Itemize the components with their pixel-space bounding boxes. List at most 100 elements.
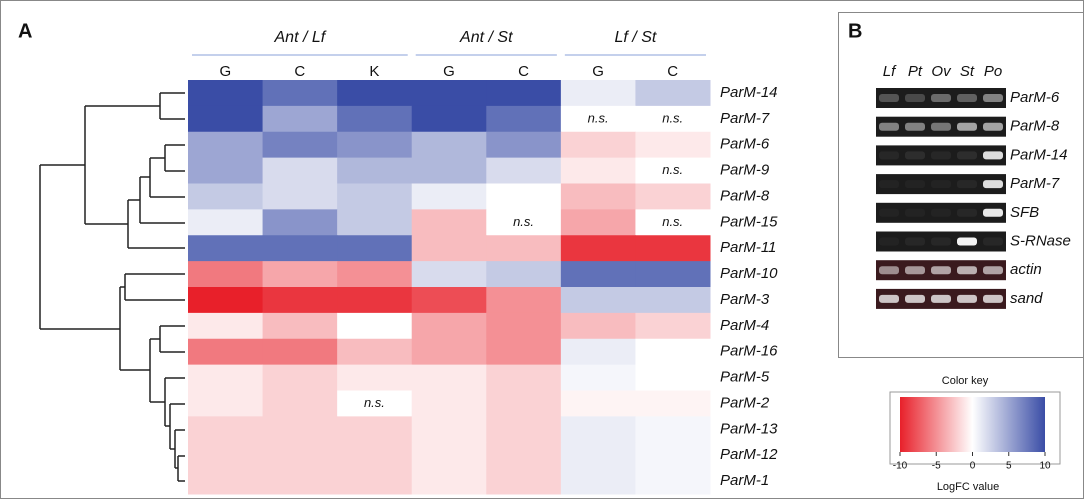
heatmap-cell [412, 184, 487, 210]
heatmap-cell [561, 442, 636, 468]
cell-label: n.s. [662, 162, 683, 177]
row-label: ParM-10 [720, 265, 778, 282]
gel-band [931, 151, 951, 159]
heatmap-cell [263, 132, 338, 158]
heatmap-cell [337, 416, 412, 442]
gel-band [879, 238, 899, 246]
row-label: ParM-4 [720, 317, 769, 334]
row-label: ParM-15 [720, 213, 778, 230]
heatmap-cell [486, 468, 561, 494]
gel-band [931, 180, 951, 188]
gel-band [931, 209, 951, 217]
heatmap-cell [561, 287, 636, 313]
heatmap-cell [486, 184, 561, 210]
gel-band [905, 94, 925, 102]
heatmap-cell [486, 442, 561, 468]
row-label: ParM-2 [720, 394, 770, 411]
gel-band [983, 295, 1003, 303]
heatmap-cell [412, 468, 487, 494]
heatmap-cell [486, 416, 561, 442]
lane-label: Lf [883, 63, 897, 80]
heatmap-cell [263, 80, 338, 106]
color-key-tick-label: -10 [893, 461, 908, 472]
dendrogram [40, 93, 185, 481]
heatmap-cell [412, 313, 487, 339]
heatmap-cell [412, 106, 487, 132]
gel-band [983, 266, 1003, 274]
heatmap-cell [635, 365, 710, 391]
heatmap-cell [486, 132, 561, 158]
gel-band [879, 94, 899, 102]
row-label: ParM-9 [720, 162, 770, 179]
gel-band [879, 151, 899, 159]
column-group-label: Lf / St [615, 29, 657, 46]
color-key-gradient [900, 397, 1045, 452]
heatmap-cell [412, 391, 487, 417]
gel-row-label: ParM-14 [1010, 146, 1068, 163]
gel-band [957, 295, 977, 303]
heatmap-cell [188, 365, 263, 391]
heatmap-cell [263, 442, 338, 468]
gel-band [905, 266, 925, 274]
cell-label: n.s. [662, 110, 683, 125]
row-label: ParM-14 [720, 84, 778, 101]
heatmap-cell [337, 339, 412, 365]
color-key-title: Color key [942, 375, 989, 387]
heatmap-cell [263, 287, 338, 313]
heatmap-cell [337, 261, 412, 287]
heatmap-cell [561, 339, 636, 365]
heatmap-cell [561, 391, 636, 417]
heatmap-cell [337, 313, 412, 339]
cell-label: n.s. [513, 214, 534, 229]
lane-label: Po [984, 63, 1002, 80]
heatmap-cell [561, 184, 636, 210]
gel-band [983, 151, 1003, 159]
column-label: C [667, 63, 678, 80]
gel-row-label: sand [1010, 290, 1043, 307]
gel-band [931, 266, 951, 274]
heatmap-cell [635, 468, 710, 494]
gel-band [905, 123, 925, 131]
color-key-tick-label: -5 [932, 461, 941, 472]
heatmap-cell [635, 391, 710, 417]
gel-band [879, 266, 899, 274]
gel-band [905, 180, 925, 188]
gel-band [983, 238, 1003, 246]
gel-band [983, 94, 1003, 102]
gel-band [879, 180, 899, 188]
cell-label: n.s. [588, 110, 609, 125]
heatmap-cell [337, 132, 412, 158]
heatmap-cell [486, 235, 561, 261]
heatmap-cell [188, 287, 263, 313]
row-label: ParM-13 [720, 420, 778, 437]
heatmap-cell [263, 468, 338, 494]
lane-label: Ov [931, 63, 952, 80]
gel-row-label: SFB [1010, 204, 1039, 221]
heatmap-cell [486, 313, 561, 339]
gel-band [905, 151, 925, 159]
heatmap-cell [486, 339, 561, 365]
heatmap-cell [337, 235, 412, 261]
heatmap-cell [263, 339, 338, 365]
gel-band [957, 266, 977, 274]
heatmap-cell [263, 391, 338, 417]
heatmap-cell [412, 442, 487, 468]
gel-band [931, 295, 951, 303]
heatmap-cell [635, 184, 710, 210]
heatmap-cell [412, 416, 487, 442]
heatmap-cell [635, 80, 710, 106]
heatmap-cell [561, 209, 636, 235]
heatmap-cell [188, 106, 263, 132]
heatmap-cell [263, 235, 338, 261]
heatmap-cell [263, 158, 338, 184]
lane-label: St [960, 63, 975, 80]
column-label: G [592, 63, 604, 80]
gel-band [931, 94, 951, 102]
heatmap-cell [188, 416, 263, 442]
heatmap-cell [486, 391, 561, 417]
row-label: ParM-8 [720, 187, 770, 204]
column-group-label: Ant / St [459, 29, 513, 46]
heatmap-cell [561, 132, 636, 158]
heatmap-cell [337, 158, 412, 184]
row-label: ParM-5 [720, 369, 770, 386]
